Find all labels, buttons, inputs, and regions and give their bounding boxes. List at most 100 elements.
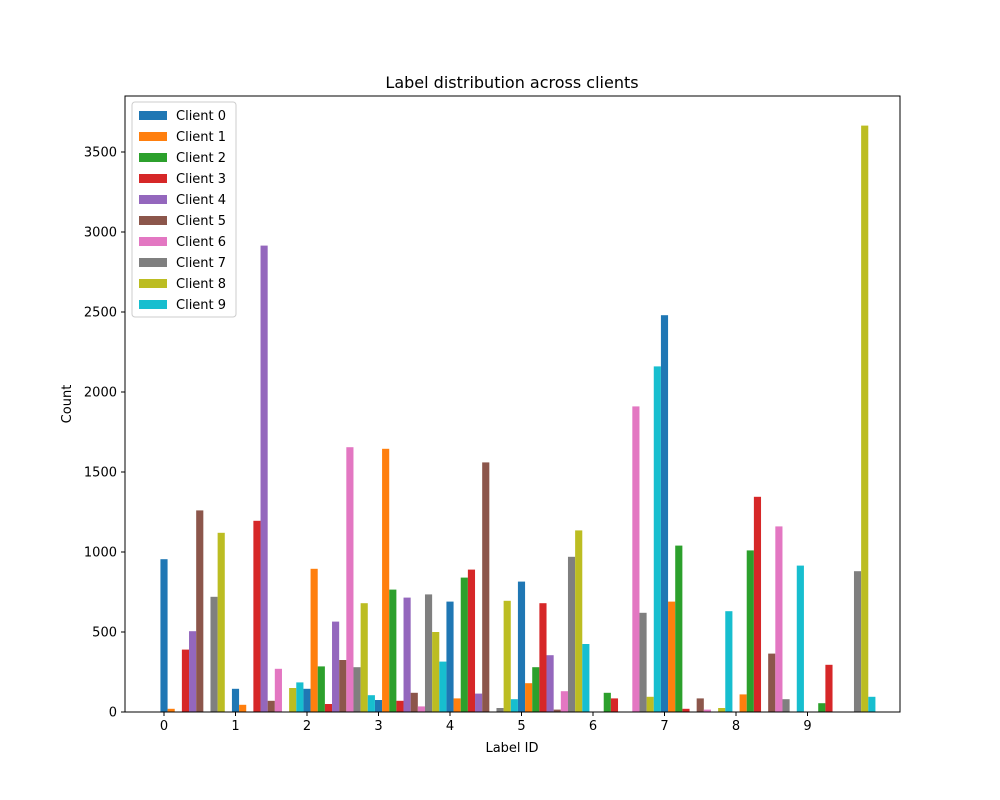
bar-client-7-label-6	[639, 612, 647, 712]
bar-client-8-label-3	[432, 632, 440, 712]
bar-client-2-label-6	[603, 692, 611, 712]
bar-client-9-label-6	[653, 366, 661, 712]
x-axis-label: Label ID	[485, 741, 538, 756]
legend-swatch	[139, 237, 167, 246]
bar-client-7-label-3	[424, 594, 433, 712]
x-tick-label: 6	[589, 719, 597, 734]
bar-client-5-label-7	[696, 698, 704, 712]
bar-client-7-label-0	[210, 596, 218, 712]
bar-client-9-label-2	[367, 695, 375, 712]
bar-client-6-label-2	[346, 447, 354, 712]
chart-title: Label distribution across clients	[385, 73, 638, 92]
bar-client-5-label-8	[768, 653, 776, 712]
bar-client-1-label-8	[739, 694, 747, 712]
bar-client-7-label-2	[353, 667, 361, 712]
bar-client-9-label-9	[868, 696, 876, 712]
legend-swatch	[139, 195, 167, 204]
bar-client-0-label-3	[374, 700, 383, 712]
bar-client-8-label-5	[575, 530, 583, 712]
bar-client-3-label-2	[324, 704, 333, 712]
y-axis-label: Count	[60, 385, 75, 424]
bar-client-6-label-5	[560, 691, 568, 712]
bar-client-2-label-8	[746, 550, 754, 712]
bar-client-1-label-0	[167, 708, 175, 712]
y-tick-label: 3000	[84, 226, 117, 241]
x-tick-label: 7	[660, 719, 668, 734]
bar-client-3-label-3	[396, 700, 404, 712]
y-tick-label: 1500	[84, 466, 117, 481]
legend-swatch	[139, 216, 167, 225]
legend-entry-label: Client 1	[176, 130, 226, 145]
bars-layer	[160, 125, 876, 713]
legend-entry-label: Client 6	[176, 235, 226, 250]
bar-client-4-label-5	[546, 655, 554, 712]
x-tick-label: 1	[231, 719, 239, 734]
bar-client-3-label-9	[825, 664, 833, 712]
bar-client-2-label-9	[818, 703, 826, 712]
bar-client-3-label-5	[539, 603, 547, 712]
legend-entry-label: Client 2	[176, 151, 226, 166]
y-tick-label: 1000	[84, 546, 117, 561]
bar-client-6-label-3	[417, 706, 425, 712]
bar-client-8-label-2	[360, 603, 368, 712]
legend-swatch	[139, 111, 167, 120]
bar-client-5-label-3	[410, 692, 418, 712]
legend-entry-label: Client 7	[176, 256, 226, 271]
bar-client-8-label-0	[217, 532, 225, 712]
bar-client-0-label-1	[231, 688, 240, 712]
axes-layer: 0 1 2 3 4 5 6 7 8 9 0 500 1000 1500 2000 2500 3000 3500	[84, 146, 812, 735]
bar-client-2-label-2	[317, 666, 325, 712]
legend-swatch	[139, 132, 167, 141]
legend-entry-label: Client 9	[176, 298, 226, 313]
bar-client-8-label-1	[289, 688, 297, 712]
bar-client-8-label-4	[503, 600, 511, 712]
bar-client-5-label-5	[553, 709, 561, 712]
bar-client-1-label-2	[310, 568, 318, 712]
legend-swatch	[139, 258, 167, 267]
bar-client-0-label-0	[160, 559, 168, 712]
bar-client-2-label-7	[675, 545, 683, 712]
bar-client-1-label-3	[382, 448, 390, 712]
x-tick-label: 8	[732, 719, 740, 734]
bar-client-8-label-9	[861, 125, 869, 713]
bar-client-9-label-1	[296, 682, 304, 712]
bar-client-7-label-8	[782, 699, 790, 712]
y-tick-label: 0	[109, 706, 117, 721]
bar-client-6-label-8	[775, 526, 783, 712]
bar-client-9-label-7	[725, 611, 733, 712]
x-tick-label: 0	[160, 719, 168, 734]
bar-client-4-label-2	[332, 621, 340, 712]
bar-client-2-label-4	[460, 577, 468, 712]
x-tick-label: 5	[517, 719, 525, 734]
bar-client-5-label-1	[267, 700, 275, 712]
legend-swatch	[139, 300, 167, 309]
bar-client-7-label-5	[567, 556, 576, 712]
x-tick-label: 3	[374, 719, 382, 734]
bar-client-7-label-9	[853, 571, 862, 712]
legend-swatch	[139, 279, 167, 288]
bar-client-0-label-4	[446, 601, 454, 712]
y-tick-label: 500	[92, 626, 117, 641]
legend: Client 0 Client 1 Client 2 Client 3 Client 4…	[131, 101, 237, 318]
bar-client-5-label-2	[339, 660, 347, 712]
bar-client-0-label-7	[660, 315, 669, 712]
bar-client-1-label-4	[453, 698, 461, 712]
bar-client-4-label-1	[260, 245, 268, 712]
legend-entry-label: Client 8	[176, 277, 226, 292]
plot-frame	[124, 95, 901, 713]
bar-client-8-label-7	[718, 708, 726, 712]
bar-client-6-label-1	[274, 668, 282, 712]
bar-client-8-label-6	[646, 696, 654, 712]
bar-client-9-label-4	[510, 699, 518, 712]
legend-entry-label: Client 3	[176, 172, 226, 187]
bar-client-7-label-4	[496, 708, 504, 712]
bar-client-0-label-5	[517, 581, 526, 712]
bar-client-1-label-5	[525, 683, 533, 712]
bar-client-9-label-5	[582, 644, 590, 712]
legend-swatch	[139, 174, 167, 183]
x-tick-label: 4	[446, 719, 454, 734]
bar-client-5-label-4	[482, 462, 490, 712]
legend-entry-label: Client 5	[176, 214, 226, 229]
bar-client-0-label-2	[303, 688, 311, 712]
